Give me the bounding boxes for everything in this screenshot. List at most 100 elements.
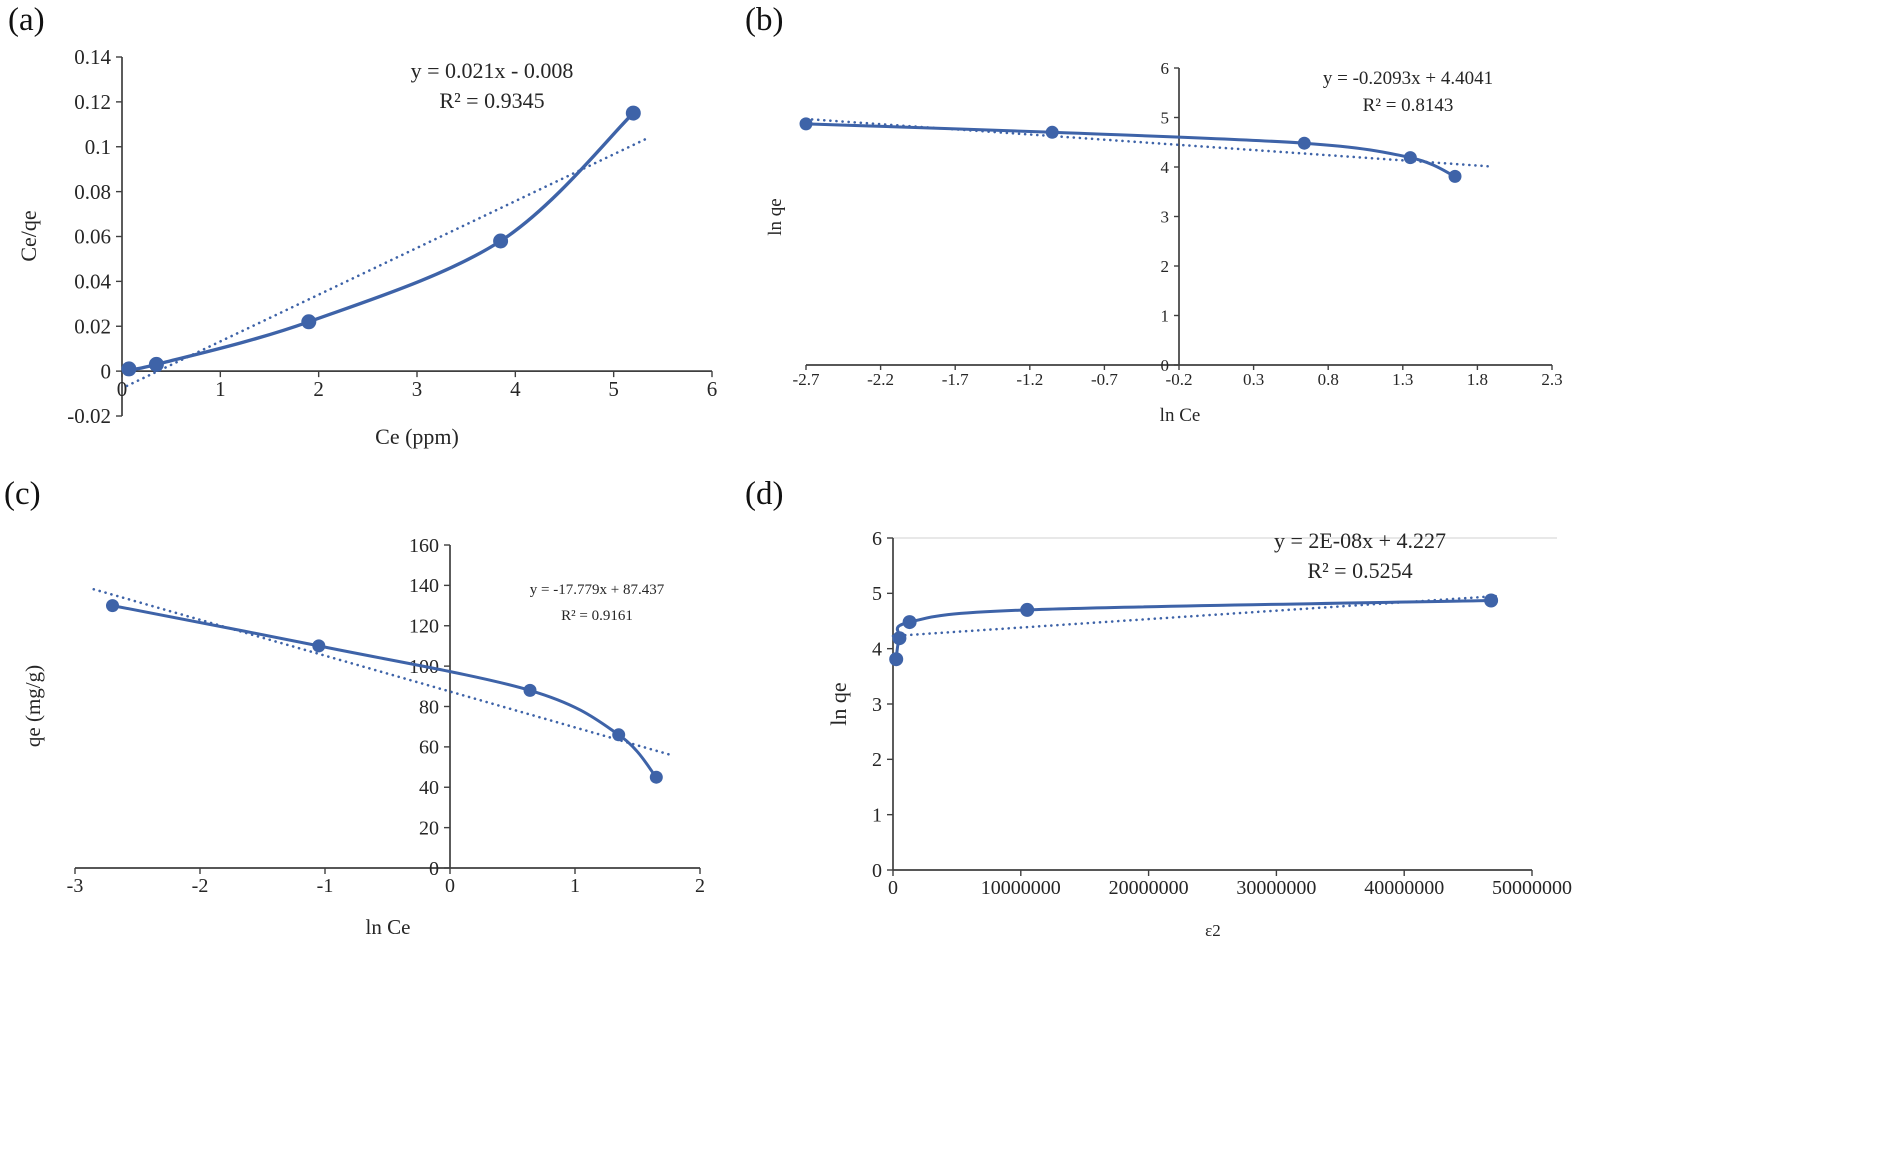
- x-tick-label: -1.7: [942, 370, 969, 389]
- data-point-marker: [799, 117, 813, 131]
- x-tick-label: 10000000: [981, 877, 1061, 899]
- y-tick-label: 120: [409, 616, 439, 638]
- y-tick-label: 4: [1161, 158, 1170, 177]
- y-tick-label: 5: [872, 583, 882, 605]
- x-tick-label: 2.3: [1541, 370, 1562, 389]
- equation-label: y = -17.779x + 87.437: [530, 582, 665, 598]
- r-squared-label: R² = 0.9161: [561, 608, 633, 624]
- x-axis-title: Ce (ppm): [375, 424, 459, 449]
- x-tick-label: 4: [510, 377, 521, 401]
- data-point-marker: [902, 615, 917, 630]
- x-tick-label: 1: [570, 875, 580, 897]
- x-tick-label: 0.8: [1318, 370, 1339, 389]
- y-tick-label: 4: [872, 638, 882, 660]
- y-axis-title: qe (mg/g): [21, 665, 45, 747]
- x-tick-label: 40000000: [1364, 877, 1444, 899]
- data-point-marker: [493, 233, 509, 249]
- x-tick-label: 2: [695, 875, 705, 897]
- y-tick-label: 0: [1161, 356, 1170, 375]
- x-axis-title: ln Ce: [1160, 405, 1201, 426]
- x-tick-label: 0: [117, 377, 128, 401]
- panel-label-c: (c): [4, 476, 41, 512]
- y-tick-label: 60: [419, 737, 439, 759]
- trend-line: [92, 587, 671, 756]
- y-tick-label: 2: [1161, 257, 1170, 276]
- r-squared-label: R² = 0.9345: [439, 88, 544, 113]
- y-tick-label: 80: [419, 696, 439, 718]
- data-point-marker: [612, 728, 626, 742]
- x-tick-label: -1.2: [1016, 370, 1043, 389]
- data-point-marker: [889, 652, 904, 667]
- panel-label-b: (b): [745, 2, 784, 38]
- series-line: [127, 111, 635, 371]
- data-point-marker: [148, 356, 164, 372]
- data-point-marker: [1448, 169, 1462, 183]
- equation-label: y = 2E-08x + 4.227: [1274, 528, 1446, 553]
- y-tick-label: 2: [872, 749, 882, 771]
- y-tick-label: 0.12: [74, 90, 111, 114]
- y-axis-title: Ce/qe: [16, 210, 41, 261]
- x-tick-label: 50000000: [1492, 877, 1572, 899]
- y-tick-label: 5: [1161, 108, 1170, 127]
- panel-label-d: (d): [745, 476, 784, 512]
- x-tick-label: 5: [608, 377, 619, 401]
- x-tick-label: 1.3: [1392, 370, 1413, 389]
- x-tick-label: -2.7: [793, 370, 820, 389]
- trend-line: [125, 136, 650, 388]
- x-tick-label: -2: [192, 875, 209, 897]
- y-tick-label: 0: [429, 858, 439, 880]
- y-axis-title: ln qe: [826, 682, 851, 725]
- data-point-marker: [892, 631, 907, 646]
- y-tick-label: 0.1: [85, 135, 111, 159]
- x-tick-label: 0: [888, 877, 898, 899]
- x-axis-title: ε2: [1205, 921, 1221, 940]
- series-line: [804, 122, 1457, 178]
- x-tick-label: 20000000: [1109, 877, 1189, 899]
- x-tick-label: -0.7: [1091, 370, 1118, 389]
- equation-label: y = -0.2093x + 4.4041: [1323, 68, 1493, 89]
- y-tick-label: 20: [419, 817, 439, 839]
- data-point-marker: [312, 639, 326, 653]
- x-tick-label: 1: [215, 377, 226, 401]
- data-point-marker: [625, 105, 641, 121]
- y-tick-label: 3: [872, 694, 882, 716]
- y-tick-label: 0.04: [74, 270, 111, 294]
- y-tick-label: 1: [872, 804, 882, 826]
- data-point-marker: [1045, 125, 1059, 139]
- y-tick-label: 40: [419, 777, 439, 799]
- data-point-marker: [1403, 151, 1417, 165]
- data-point-marker: [1020, 602, 1035, 617]
- x-tick-label: 6: [707, 377, 718, 401]
- y-tick-label: 160: [409, 535, 439, 557]
- x-tick-label: -0.2: [1166, 370, 1193, 389]
- x-tick-label: -1: [317, 875, 334, 897]
- data-point-marker: [121, 361, 137, 377]
- data-point-marker: [1297, 136, 1311, 150]
- y-tick-label: 3: [1161, 207, 1170, 226]
- data-point-marker: [649, 770, 663, 784]
- data-point-marker: [301, 314, 317, 330]
- x-tick-label: 3: [412, 377, 423, 401]
- r-squared-label: R² = 0.5254: [1307, 558, 1412, 583]
- data-point-marker: [106, 599, 119, 613]
- y-tick-label: 6: [872, 528, 882, 550]
- x-tick-label: 0: [445, 875, 455, 897]
- r-squared-label: R² = 0.8143: [1363, 95, 1454, 116]
- x-tick-label: 30000000: [1236, 877, 1316, 899]
- y-tick-label: 140: [409, 575, 439, 597]
- series-line: [111, 604, 658, 779]
- x-tick-label: -2.2: [867, 370, 894, 389]
- y-tick-label: 0: [101, 359, 112, 383]
- x-tick-label: 0.3: [1243, 370, 1264, 389]
- x-axis-title: ln Ce: [366, 915, 411, 939]
- y-tick-label: 0.08: [74, 180, 111, 204]
- data-point-marker: [1484, 593, 1499, 608]
- y-axis-title: ln qe: [765, 198, 786, 235]
- x-tick-label: 1.8: [1467, 370, 1488, 389]
- x-tick-label: -3: [67, 875, 84, 897]
- x-tick-label: 2: [313, 377, 324, 401]
- y-tick-label: 6: [1161, 59, 1170, 78]
- y-tick-label: 0.02: [74, 314, 111, 338]
